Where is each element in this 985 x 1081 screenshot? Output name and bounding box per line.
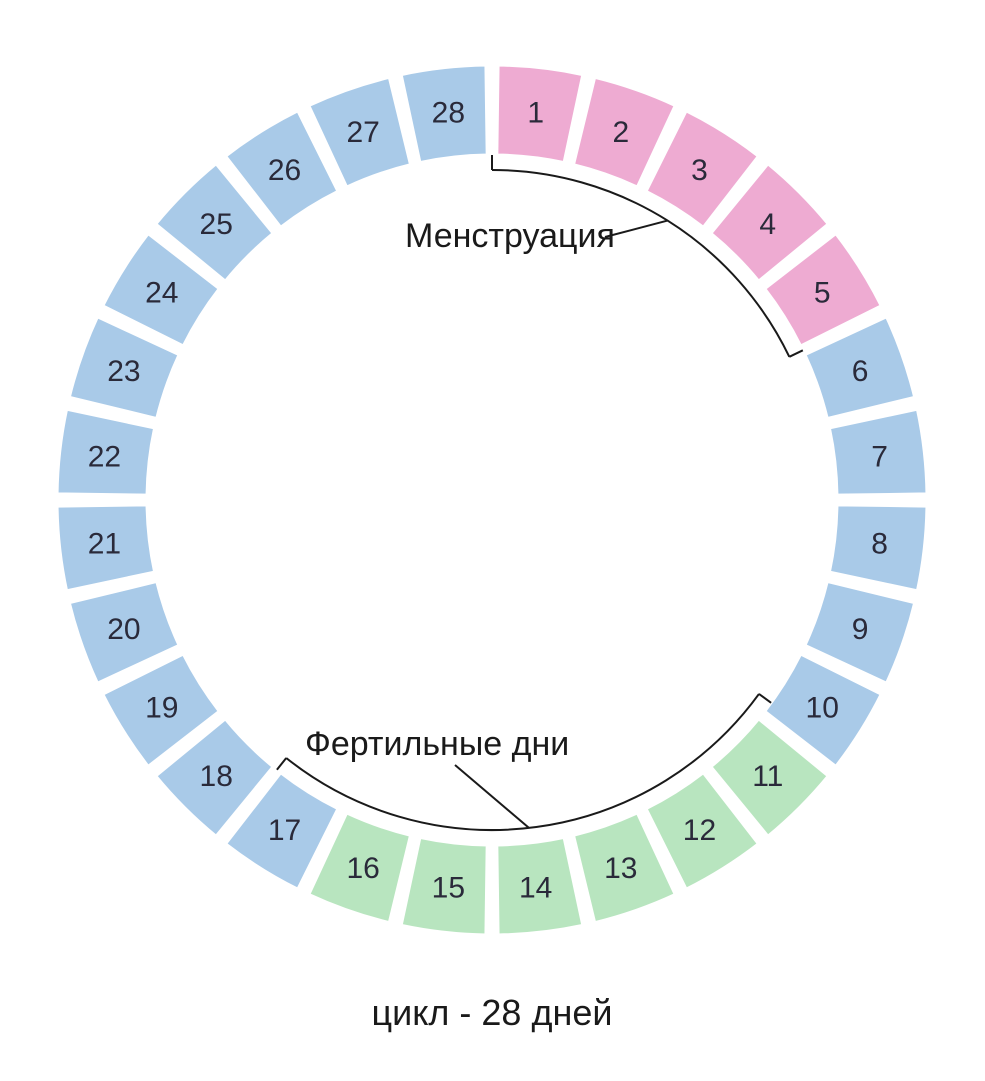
- day-label-16: 16: [347, 852, 380, 885]
- menstruation-bracket-tick-end: [789, 350, 803, 357]
- day-label-26: 26: [268, 154, 301, 187]
- day-label-25: 25: [200, 208, 233, 241]
- day-label-27: 27: [347, 116, 380, 149]
- fertile-pointer-line: [455, 765, 529, 828]
- day-label-19: 19: [145, 691, 178, 724]
- fertile-bracket-tick-end: [277, 758, 286, 770]
- day-label-17: 17: [268, 814, 301, 847]
- cycle-caption: цикл - 28 дней: [372, 992, 613, 1033]
- day-label-13: 13: [604, 852, 637, 885]
- fertile-bracket-tick-start: [759, 694, 771, 703]
- menstruation-label: Менструация: [405, 217, 615, 255]
- day-label-7: 7: [871, 440, 888, 473]
- day-label-20: 20: [107, 613, 140, 646]
- day-label-9: 9: [852, 613, 869, 646]
- day-label-3: 3: [691, 154, 708, 187]
- day-label-8: 8: [871, 528, 888, 561]
- cycle-diagram-container: 1234567891011121314151617181920212223242…: [0, 0, 985, 1076]
- day-label-1: 1: [527, 96, 544, 129]
- day-label-6: 6: [852, 355, 869, 388]
- day-label-5: 5: [814, 277, 831, 310]
- day-label-11: 11: [752, 760, 783, 793]
- day-label-10: 10: [806, 691, 839, 724]
- cycle-chart-svg: 1234567891011121314151617181920212223242…: [0, 0, 985, 1076]
- day-label-4: 4: [759, 208, 776, 241]
- day-label-18: 18: [200, 760, 233, 793]
- day-label-22: 22: [88, 440, 121, 473]
- day-label-24: 24: [145, 277, 178, 310]
- day-label-15: 15: [432, 872, 465, 905]
- day-label-12: 12: [683, 814, 716, 847]
- day-label-28: 28: [432, 96, 465, 129]
- day-label-21: 21: [88, 528, 121, 561]
- day-label-14: 14: [519, 872, 552, 905]
- fertile-label: Фертильные дни: [305, 725, 569, 763]
- day-label-2: 2: [612, 116, 629, 149]
- day-label-23: 23: [107, 355, 140, 388]
